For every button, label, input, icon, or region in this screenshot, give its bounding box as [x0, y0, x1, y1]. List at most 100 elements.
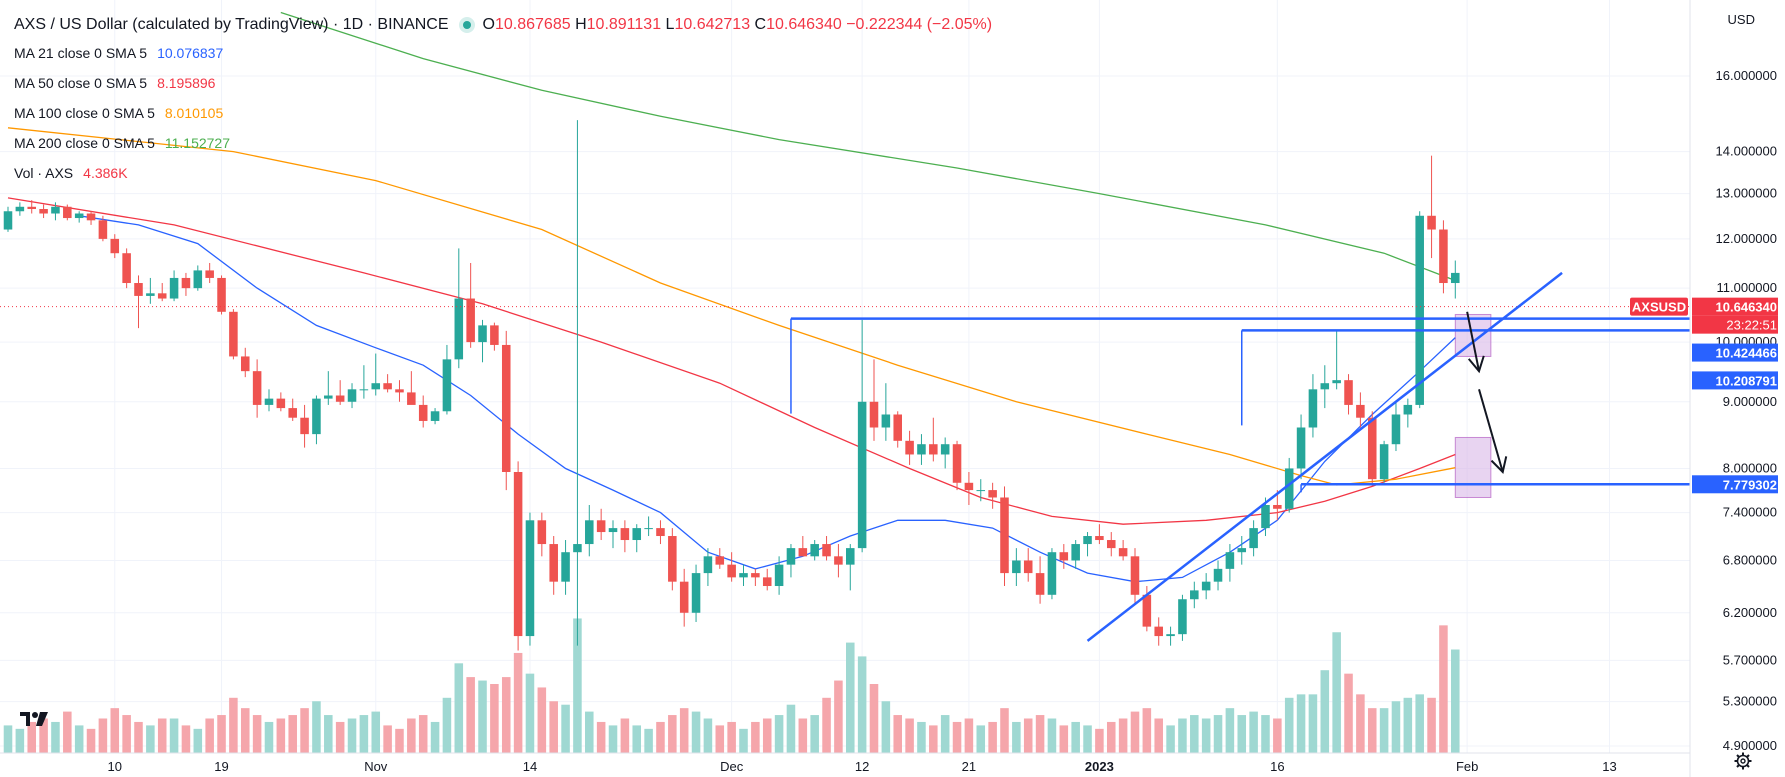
volume-bar: [217, 715, 226, 753]
volume-bar: [430, 721, 440, 753]
candle-body: [430, 411, 440, 421]
volume-bar: [1023, 718, 1033, 753]
time-tick-label: 2023: [1085, 759, 1114, 774]
indicator-label: Vol · AXS: [14, 165, 74, 181]
candle-body: [881, 414, 891, 428]
candle-body: [1415, 215, 1424, 405]
gear-icon[interactable]: [1734, 752, 1752, 770]
indicator-value: 4.386K: [83, 165, 128, 181]
candle-body: [1012, 560, 1021, 574]
candle-body: [27, 206, 36, 210]
volume-bar: [656, 721, 665, 753]
candle-body: [1118, 548, 1128, 557]
candle-body: [774, 564, 784, 587]
volume-bar: [976, 725, 986, 753]
candle-body: [1142, 594, 1152, 627]
candle-body: [240, 356, 250, 372]
candle-body: [39, 209, 48, 214]
candle-body: [952, 444, 962, 483]
volume-bar: [881, 701, 891, 753]
volume-bar: [751, 721, 760, 753]
currency-selector[interactable]: USD: [1727, 12, 1755, 27]
zones[interactable]: [1454, 313, 1492, 498]
volume-bar: [905, 718, 914, 753]
candle-body: [252, 371, 262, 405]
axis-price-tag-label: 7.779302: [1723, 477, 1777, 492]
volume-bar: [134, 721, 143, 753]
candle-body: [347, 389, 357, 402]
time-tick-label: 14: [523, 759, 537, 774]
drawings[interactable]: [0, 271, 1690, 642]
volume-bar: [834, 680, 843, 753]
indicator-value: 11.152727: [164, 135, 230, 151]
candle-body: [1178, 599, 1187, 635]
indicator-ma200[interactable]: MA 200 close 0 SMA 5 11.152727: [14, 128, 992, 158]
candle-body: [608, 528, 618, 533]
tradingview-logo-icon[interactable]: [18, 706, 52, 730]
volume-bar: [846, 642, 855, 753]
candle-body: [620, 528, 630, 541]
candle-body: [454, 298, 464, 360]
volume-bar: [110, 708, 120, 753]
volume-bar: [952, 721, 962, 753]
volume-bar: [632, 725, 642, 753]
volume-bar: [1284, 697, 1294, 753]
indicator-volume[interactable]: Vol · AXS 4.386K: [14, 158, 992, 188]
candle-body: [1035, 573, 1045, 595]
candle-body: [324, 395, 333, 399]
candle-body: [656, 528, 665, 537]
volume-bar: [573, 618, 582, 753]
time-tick-label: 19: [214, 759, 228, 774]
candle-body: [383, 383, 392, 390]
symbol-title[interactable]: AXS / US Dollar (calculated by TradingVi…: [14, 16, 449, 33]
volume-bar: [169, 718, 179, 753]
candle-body: [679, 581, 689, 613]
candle-body: [596, 520, 606, 533]
indicator-ma100[interactable]: MA 100 close 0 SMA 5 8.010105: [14, 98, 992, 128]
volume-bar: [620, 718, 630, 753]
volume-bar: [727, 721, 736, 753]
axis-price-tag: [1692, 297, 1778, 316]
volume-bar: [596, 721, 606, 753]
candle-body: [1356, 404, 1365, 418]
volume-bar: [371, 711, 381, 753]
volume-bar: [1273, 718, 1282, 753]
indicator-value: 10.076837: [157, 45, 224, 61]
volume-bar: [810, 715, 819, 753]
volume-bar: [549, 701, 558, 753]
candle-body: [478, 325, 487, 343]
indicator-ma50[interactable]: MA 50 close 0 SMA 5 8.195896: [14, 68, 992, 98]
candle-body: [1391, 414, 1401, 445]
volume-bar: [1166, 725, 1175, 753]
price-tick-label: 11.000000: [1717, 280, 1778, 295]
axis-price-tag: [1692, 475, 1778, 494]
candle-body: [822, 544, 831, 557]
volume-bar: [1391, 701, 1401, 753]
volume-bar: [988, 721, 997, 753]
candle-body: [312, 398, 321, 435]
candle-body: [1213, 568, 1223, 582]
volume-bar: [1190, 715, 1199, 753]
indicator-ma21[interactable]: MA 21 close 0 SMA 5 10.076837: [14, 38, 992, 68]
volume-bar: [1225, 708, 1235, 753]
market-status-icon: [462, 20, 471, 29]
time-tick-label: 16: [1270, 759, 1284, 774]
candle-body: [905, 440, 914, 455]
candle-body: [181, 277, 191, 289]
candle-body: [857, 401, 867, 549]
volume-bar: [1403, 697, 1413, 753]
indicator-label: MA 100 close 0 SMA 5: [14, 105, 155, 121]
volume-bar: [762, 718, 772, 753]
time-tick-label: 21: [962, 759, 976, 774]
volume-bar: [917, 721, 926, 753]
candle-body: [976, 490, 986, 492]
candle-body: [229, 311, 238, 357]
candle-body: [703, 556, 713, 574]
time-axis[interactable]: 10 19 Nov 14 Dec 12 21 2023 16 Feb 13: [0, 752, 1690, 774]
volume-bar: [668, 715, 677, 753]
price-axis[interactable]: 16.000000 14.000000 13.000000 12.000000 11.0…: [1630, 0, 1778, 777]
axis-price-tag-label: 23:22:51: [1726, 318, 1777, 333]
arrow-shaft: [1478, 389, 1504, 473]
candle-body: [1344, 380, 1353, 405]
